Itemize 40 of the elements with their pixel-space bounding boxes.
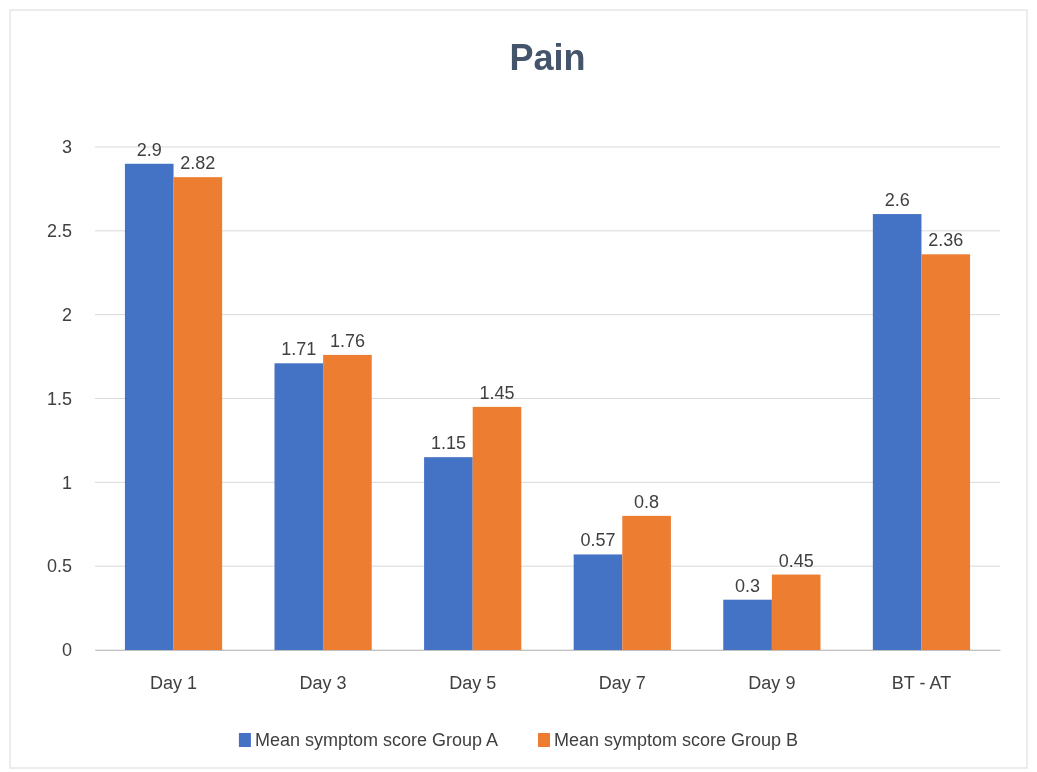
data-label: 1.15 — [430, 433, 466, 454]
data-label: 1.45 — [479, 382, 515, 403]
y-tick-label: 3 — [61, 137, 72, 158]
y-tick-label: 0.5 — [46, 556, 72, 577]
y-tick-label: 2.5 — [46, 221, 72, 242]
data-label: 0.8 — [634, 491, 660, 512]
bar — [622, 515, 671, 650]
bar — [274, 363, 324, 650]
legend-label: Mean symptom score Group B — [554, 730, 799, 750]
bar — [323, 354, 372, 650]
x-tick-label: Day 3 — [299, 672, 347, 693]
data-label: 2.9 — [136, 139, 162, 160]
data-label: 2.6 — [884, 190, 910, 211]
bar — [771, 574, 821, 650]
x-tick-label: Day 7 — [598, 672, 646, 693]
y-tick-label: 2 — [61, 304, 72, 325]
bar — [472, 406, 522, 650]
y-tick-label: 0 — [61, 640, 72, 661]
bar — [921, 254, 971, 650]
bar — [424, 457, 473, 650]
data-label: 1.76 — [329, 330, 365, 351]
bar — [872, 214, 922, 650]
data-label: 1.71 — [281, 339, 317, 360]
data-label: 0.45 — [778, 550, 814, 571]
bar — [173, 177, 223, 650]
bar — [573, 554, 623, 650]
legend-label: Mean symptom score Group A — [254, 730, 499, 750]
x-tick-label: BT - AT — [891, 672, 952, 693]
data-label: 0.57 — [580, 530, 616, 551]
x-tick-label: Day 9 — [748, 672, 796, 693]
x-tick-label: Day 5 — [449, 672, 497, 693]
y-tick-label: 1.5 — [46, 388, 72, 409]
x-tick-label: Day 1 — [150, 672, 198, 693]
bar — [124, 163, 174, 650]
chart-title: Pain — [509, 37, 586, 78]
bar — [723, 599, 772, 650]
data-label: 2.36 — [928, 230, 964, 251]
data-label: 2.82 — [180, 153, 216, 174]
data-label: 0.3 — [735, 575, 761, 596]
y-tick-label: 1 — [61, 472, 72, 493]
